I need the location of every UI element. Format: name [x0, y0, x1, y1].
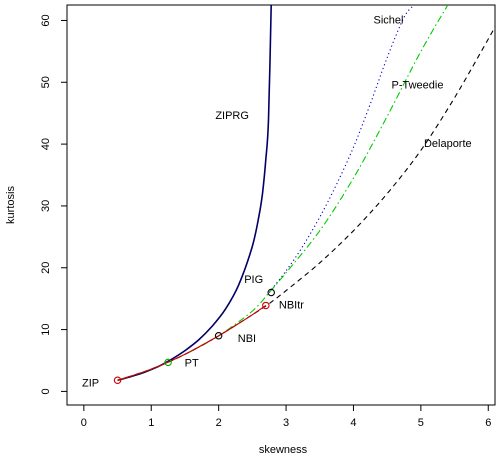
series-layer — [117, 5, 495, 382]
plot-frame — [66, 4, 496, 406]
point-marker-nbi — [214, 332, 223, 340]
y-tick-label: 30 — [40, 200, 52, 212]
series-line-nbitr — [117, 305, 267, 381]
curve-label-pig: PIG — [244, 274, 263, 286]
curve-label-sichel: Sichel — [374, 14, 404, 26]
series-line-p-tweedie — [117, 5, 449, 381]
x-tick-label: 4 — [350, 417, 356, 429]
curve-labels: ZIPRG Sichel P-Tweedie Delaporte PIG NBItr NBI… — [82, 14, 472, 389]
x-axis-title: skewness — [259, 444, 308, 455]
series-line-ziprg — [117, 5, 272, 382]
curve-label-nbitr: NBItr — [279, 299, 304, 311]
point-marker-pt — [164, 358, 172, 367]
x-tick-label: 0 — [81, 417, 87, 429]
x-axis-ticks: 0 1 2 3 4 5 6 — [81, 405, 491, 429]
curve-label-zip: ZIP — [82, 377, 99, 389]
y-tick-label: 0 — [40, 388, 52, 394]
y-axis-ticks: 0 10 20 30 40 50 60 — [40, 14, 67, 394]
point-marker-zip — [113, 376, 122, 385]
y-tick-label: 10 — [40, 323, 52, 335]
curve-label-p-tweedie: P-Tweedie — [391, 79, 443, 91]
series-line-sichel — [268, 5, 415, 293]
curve-label-nbi: NBI — [238, 333, 256, 345]
y-axis-title: kurtosis — [5, 186, 17, 224]
curve-label-ziprg: ZIPRG — [215, 110, 249, 122]
x-tick-label: 5 — [418, 417, 424, 429]
y-tick-label: 20 — [40, 262, 52, 274]
x-tick-label: 6 — [485, 417, 491, 429]
curve-label-delaporte: Delaporte — [424, 138, 472, 150]
curve-label-pt: PT — [185, 357, 199, 369]
points-layer — [113, 288, 275, 385]
x-tick-label: 1 — [148, 417, 154, 429]
y-tick-label: 40 — [40, 138, 52, 150]
x-tick-label: 3 — [283, 417, 289, 429]
y-tick-label: 60 — [40, 14, 52, 26]
point-marker-pig — [267, 288, 275, 297]
x-tick-label: 2 — [216, 417, 222, 429]
y-tick-label: 50 — [40, 76, 52, 88]
point-marker-nbitr — [262, 301, 270, 310]
